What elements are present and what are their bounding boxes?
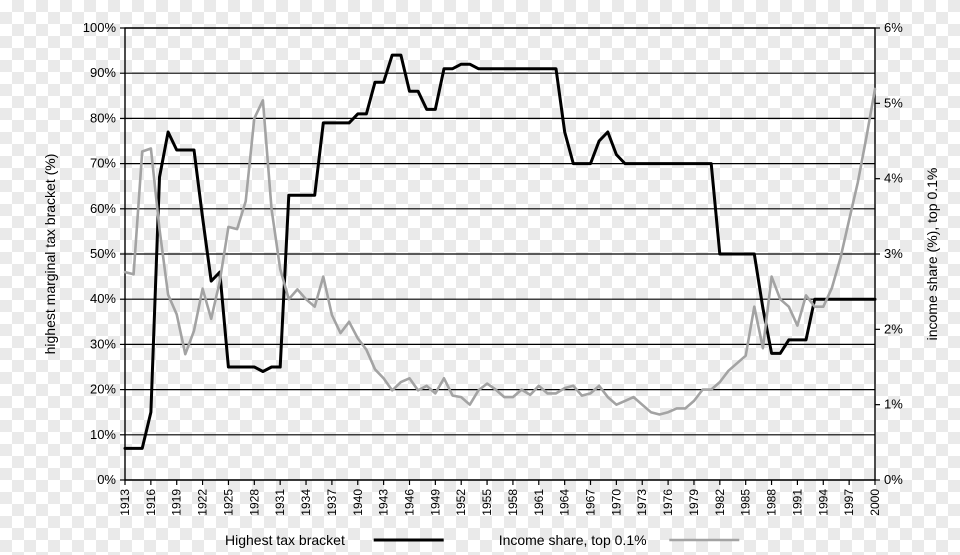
legend: Highest tax bracket Income share, top 0.1… (225, 532, 739, 548)
y-left-tick-label: 100% (83, 20, 117, 35)
y-right-tick-label: 3% (884, 246, 903, 261)
x-tick-label: 1979 (687, 489, 701, 516)
y-left-tick-label: 30% (90, 336, 116, 351)
y-left-tick-label: 90% (90, 65, 116, 80)
x-tick-label: 1952 (454, 489, 468, 516)
x-tick-label: 1922 (196, 489, 210, 516)
y-right-tick-label: 5% (884, 95, 903, 110)
x-tick-label: 1976 (661, 489, 675, 516)
y-right-tick-label: 4% (884, 171, 903, 186)
x-tick-label: 1955 (480, 489, 494, 516)
x-tick-label: 1928 (247, 489, 261, 516)
x-tick-label: 1916 (144, 489, 158, 516)
x-tick-label: 1949 (428, 489, 442, 516)
y-right-tick-label: 0% (884, 472, 903, 487)
x-tick-label: 1964 (558, 489, 572, 516)
x-tick-label: 1946 (402, 489, 416, 516)
y-right-axis-label: income share (%), top 0.1% (924, 168, 940, 341)
y-left-axis-label: highest marginal tax bracket (%) (42, 154, 58, 355)
x-ticks: 1913 1916 1919 1922 1925 1928 1931 1934 1937 1940… (118, 480, 882, 516)
x-tick-label: 1940 (351, 489, 365, 516)
legend-label: Income share, top 0.1% (499, 532, 647, 548)
y-right-tick-label: 1% (884, 397, 903, 412)
x-tick-label: 1985 (739, 489, 753, 516)
gridlines (125, 28, 875, 480)
x-tick-label: 1961 (532, 489, 546, 516)
x-tick-label: 1994 (816, 489, 830, 516)
x-tick-label: 1970 (609, 489, 623, 516)
x-tick-label: 1925 (221, 489, 235, 516)
y-left-tick-label: 20% (90, 382, 116, 397)
x-tick-label: 1943 (377, 489, 391, 516)
y-left-tick-label: 10% (90, 427, 116, 442)
y-right-ticks: 0% 1% 2% 3% 4% 5% 6% (875, 20, 903, 487)
y-left-tick-label: 70% (90, 156, 116, 171)
x-tick-label: 1913 (118, 489, 132, 516)
y-left-tick-label: 0% (97, 472, 116, 487)
x-tick-label: 1982 (713, 489, 727, 516)
y-left-tick-label: 50% (90, 246, 116, 261)
x-tick-label: 1988 (765, 489, 779, 516)
x-tick-label: 1991 (790, 489, 804, 516)
x-tick-label: 1934 (299, 489, 313, 516)
y-left-tick-label: 80% (90, 110, 116, 125)
y-right-tick-label: 6% (884, 20, 903, 35)
x-tick-label: 1958 (506, 489, 520, 516)
y-right-tick-label: 2% (884, 321, 903, 336)
x-tick-label: 1937 (325, 489, 339, 516)
x-tick-label: 1919 (170, 489, 184, 516)
legend-label: Highest tax bracket (225, 532, 345, 548)
y-left-tick-label: 40% (90, 291, 116, 306)
y-left-ticks: 0% 10% 20% 30% 40% 50% 60% 70% 80% 90% 100% (83, 20, 125, 487)
x-tick-label: 1973 (635, 489, 649, 516)
y-left-tick-label: 60% (90, 201, 116, 216)
x-tick-label: 2000 (868, 489, 882, 516)
dual-axis-line-chart: 0% 10% 20% 30% 40% 50% 60% 70% 80% 90% 100% 0% 1% 2% 3… (0, 0, 960, 555)
x-tick-label: 1997 (842, 489, 856, 516)
x-tick-label: 1931 (273, 489, 287, 516)
x-tick-label: 1967 (584, 489, 598, 516)
